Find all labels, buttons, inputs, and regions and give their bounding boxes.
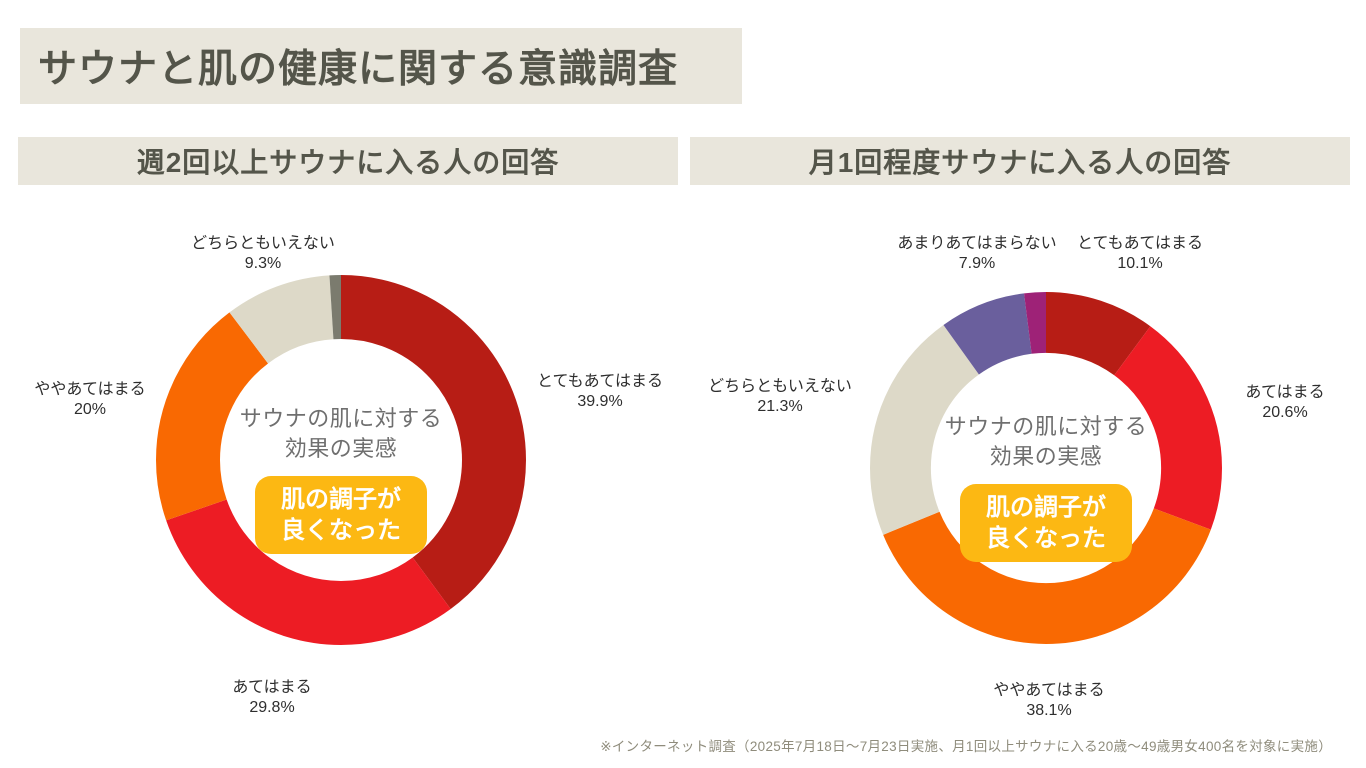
left-center-badge: 肌の調子が 良くなった <box>255 476 427 554</box>
left-chart-header: 週2回以上サウナに入る人の回答 <box>18 137 678 185</box>
donut-segment <box>870 292 1222 644</box>
left-callout-neither: どちらともいえない 9.3% <box>191 235 335 272</box>
right-callout-applies: あてはまる 20.6% <box>1245 384 1325 421</box>
left-donut-center: サウナの肌に対する 効果の実感 肌の調子が 良くなった <box>219 404 463 554</box>
donut-segment <box>156 275 526 645</box>
right-callout-somewhat-applies: ややあてはまる 38.1% <box>993 682 1105 719</box>
right-callout-neither: どちらともいえない 21.3% <box>708 378 852 415</box>
right-chart-header: 月1回程度サウナに入る人の回答 <box>690 137 1350 185</box>
title-banner: サウナと肌の健康に関する意識調査 <box>20 28 742 104</box>
left-callout-applies: あてはまる 29.8% <box>232 679 312 716</box>
footer-survey-note: ※インターネット調査（2025年7月18日〜7月23日実施、月1回以上サウナに入… <box>600 739 1332 754</box>
donut-segment <box>870 292 1222 644</box>
left-donut-chart <box>156 275 526 645</box>
left-center-title: サウナの肌に対する 効果の実感 <box>239 406 443 461</box>
right-donut-center: サウナの肌に対する 効果の実感 肌の調子が 良くなった <box>924 412 1168 562</box>
donut-segment <box>156 275 526 645</box>
donut-segment <box>870 292 1222 644</box>
page-title: サウナと肌の健康に関する意識調査 <box>38 48 679 91</box>
right-callout-not-much: あまりあてはまらない 7.9% <box>897 235 1057 272</box>
donut-segment <box>156 275 526 645</box>
left-callout-very-applies: とてもあてはまる 39.9% <box>536 373 664 410</box>
right-donut-chart <box>870 292 1222 644</box>
right-center-title: サウナの肌に対する 効果の実感 <box>944 414 1148 469</box>
right-center-badge: 肌の調子が 良くなった <box>960 484 1132 562</box>
donut-segment <box>870 292 1222 644</box>
left-callout-somewhat-applies: ややあてはまる 20% <box>34 381 146 418</box>
right-callout-very-applies: とてもあてはまる 10.1% <box>1076 235 1204 272</box>
